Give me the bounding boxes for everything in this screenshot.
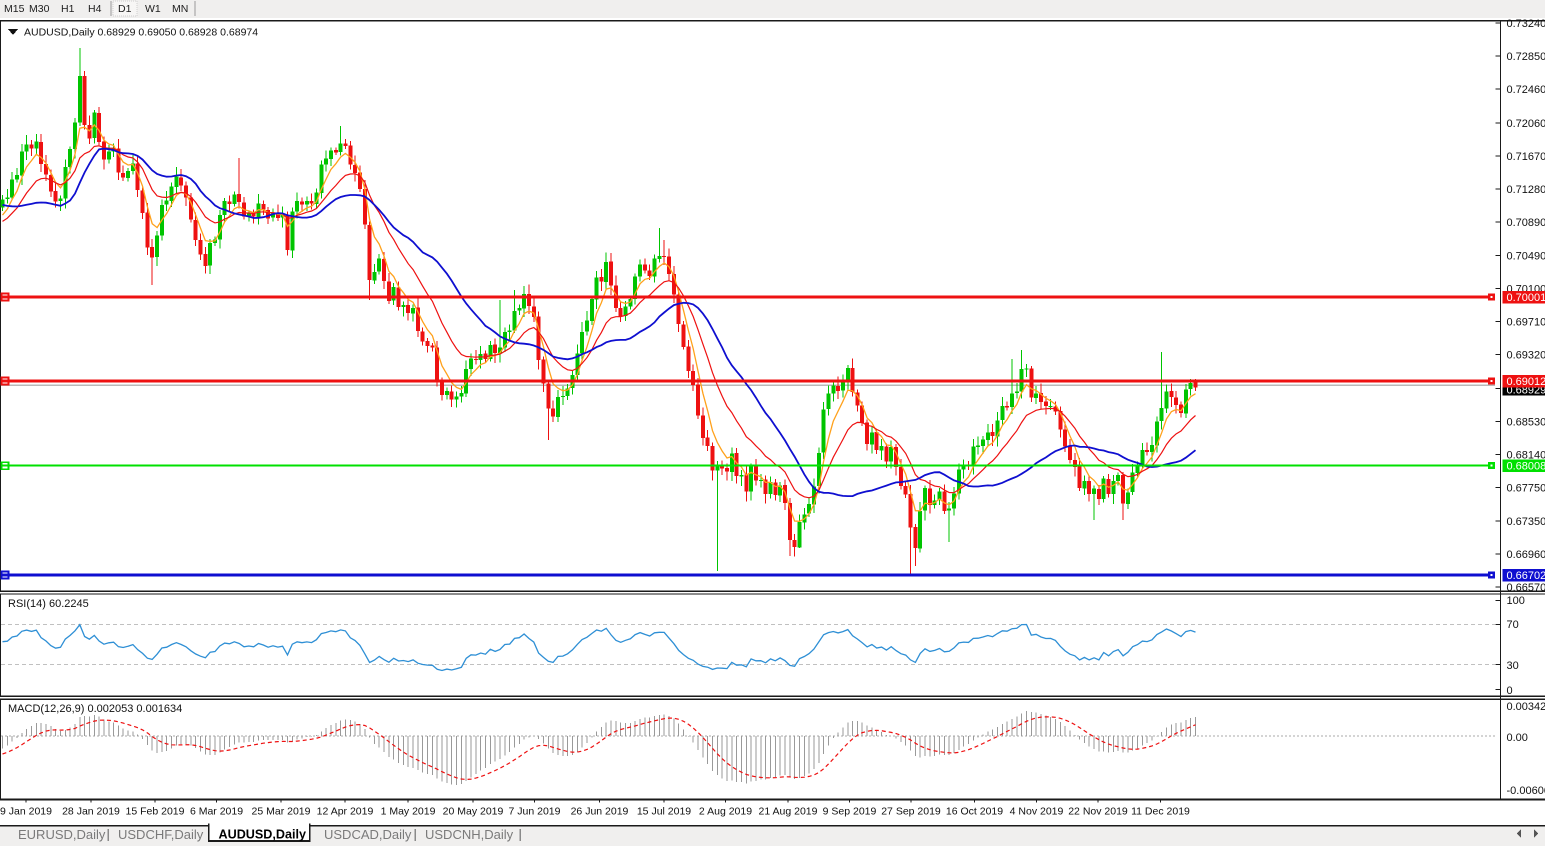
svg-text:0.003421: 0.003421 [1507,701,1545,713]
svg-text:70: 70 [1507,619,1519,631]
svg-text:0.68008: 0.68008 [1507,461,1545,473]
svg-text:9 Sep 2019: 9 Sep 2019 [823,806,877,818]
svg-text:0.71670: 0.71670 [1507,151,1545,163]
svg-text:0.66960: 0.66960 [1507,549,1545,561]
svg-text:W1: W1 [145,3,161,15]
svg-text:12 Apr 2019: 12 Apr 2019 [317,806,374,818]
svg-text:28 Jan 2019: 28 Jan 2019 [62,806,120,818]
svg-text:MN: MN [172,3,188,15]
svg-text:D1: D1 [118,3,132,15]
svg-text:USDCAD,Daily: USDCAD,Daily [324,827,412,842]
svg-text:20 May 2019: 20 May 2019 [443,806,504,818]
svg-text:0.00: 0.00 [1507,732,1528,744]
svg-text:0.69320: 0.69320 [1507,350,1545,362]
svg-text:USDCNH,Daily: USDCNH,Daily [425,827,514,842]
svg-text:0.70490: 0.70490 [1507,251,1545,263]
svg-text:7 Jun 2019: 7 Jun 2019 [509,806,561,818]
svg-text:0.72060: 0.72060 [1507,118,1545,130]
svg-text:2 Aug 2019: 2 Aug 2019 [699,806,752,818]
svg-text:M30: M30 [29,3,50,15]
svg-text:AUDUSD,Daily: AUDUSD,Daily [219,828,306,842]
svg-text:0.70890: 0.70890 [1507,217,1545,229]
svg-text:16 Oct 2019: 16 Oct 2019 [946,806,1003,818]
svg-text:0.68530: 0.68530 [1507,416,1545,428]
svg-text:USDCHF,Daily: USDCHF,Daily [118,827,204,842]
svg-text:-0.006069: -0.006069 [1507,785,1545,797]
svg-text:0.72460: 0.72460 [1507,84,1545,96]
svg-text:0.71280: 0.71280 [1507,184,1545,196]
svg-text:0.66702: 0.66702 [1507,570,1545,582]
svg-text:21 Aug 2019: 21 Aug 2019 [759,806,818,818]
svg-text:EURUSD,Daily: EURUSD,Daily [18,827,106,842]
svg-text:0.67350: 0.67350 [1507,516,1545,528]
svg-text:1 May 2019: 1 May 2019 [381,806,436,818]
svg-text:30: 30 [1507,660,1519,672]
svg-text:15 Jul 2019: 15 Jul 2019 [637,806,691,818]
svg-text:0.69710: 0.69710 [1507,317,1545,329]
svg-text:0.68140: 0.68140 [1507,449,1545,461]
svg-text:0.73240: 0.73240 [1507,18,1545,30]
svg-text:15 Feb 2019: 15 Feb 2019 [126,806,185,818]
svg-text:9 Jan 2019: 9 Jan 2019 [0,806,52,818]
svg-text:0.70001: 0.70001 [1507,292,1545,304]
svg-text:22 Nov 2019: 22 Nov 2019 [1068,806,1128,818]
svg-text:11 Dec 2019: 11 Dec 2019 [1131,806,1190,818]
svg-text:0.66570: 0.66570 [1507,582,1545,594]
svg-text:100: 100 [1507,595,1525,607]
svg-text:RSI(14) 60.2245: RSI(14) 60.2245 [8,598,89,610]
svg-text:27 Sep 2019: 27 Sep 2019 [881,806,941,818]
svg-text:AUDUSD,Daily 0.68929 0.69050: AUDUSD,Daily 0.68929 0.69050 0.68928 0.6… [24,27,258,39]
svg-text:M15: M15 [4,3,25,15]
svg-text:H1: H1 [61,3,75,15]
svg-text:0.69012: 0.69012 [1507,376,1545,388]
svg-text:6 Mar 2019: 6 Mar 2019 [190,806,243,818]
svg-text:0.67750: 0.67750 [1507,482,1545,494]
svg-text:26 Jun 2019: 26 Jun 2019 [571,806,629,818]
svg-text:0: 0 [1507,685,1513,697]
svg-text:H4: H4 [88,3,102,15]
svg-text:25 Mar 2019: 25 Mar 2019 [252,806,311,818]
svg-text:0.72850: 0.72850 [1507,51,1545,63]
svg-text:4 Nov 2019: 4 Nov 2019 [1010,806,1064,818]
svg-text:MACD(12,26,9) 0.002053 0.00163: MACD(12,26,9) 0.002053 0.001634 [8,703,182,715]
